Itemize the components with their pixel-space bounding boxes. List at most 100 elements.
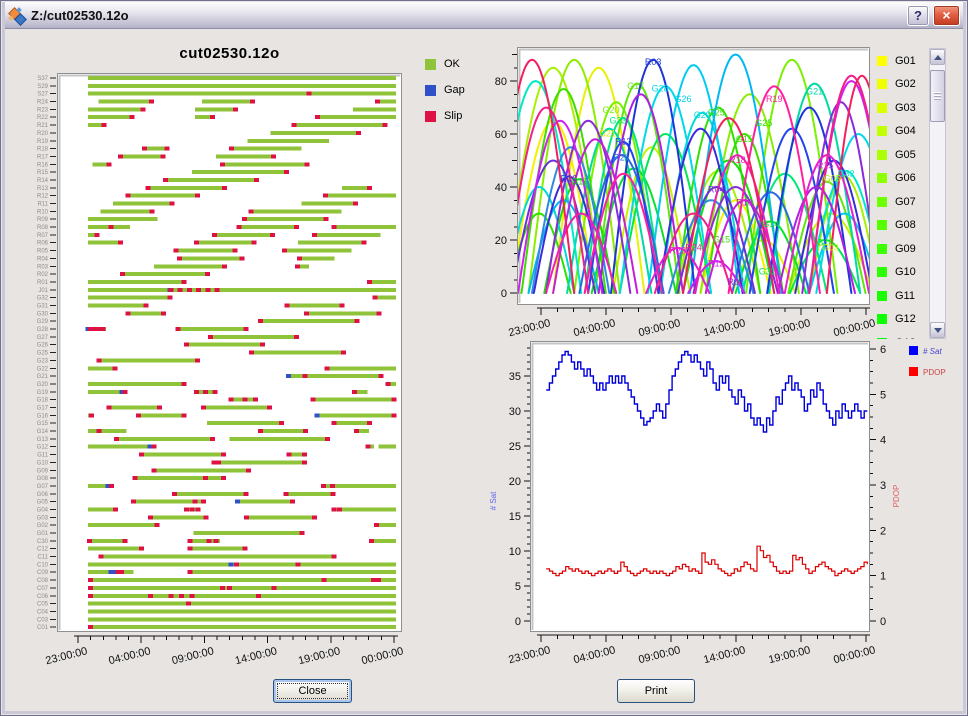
svg-text:G23: G23 — [610, 115, 627, 125]
svg-text:G26: G26 — [674, 94, 691, 104]
help-button[interactable]: ? — [907, 4, 929, 26]
satellite-color-list: G01 G02 G03 G04 G05 G06 G07 G08 G09 G10 G11 G12 G13 — [877, 49, 927, 339]
svg-text:00:00:00: 00:00:00 — [360, 645, 404, 667]
svg-text:G21: G21 — [806, 86, 823, 96]
legend-item-slip: Slip — [425, 103, 465, 129]
svg-text:C11: C11 — [37, 555, 48, 561]
sat-list-item: G06 — [877, 167, 927, 191]
svg-text:G15: G15 — [37, 421, 49, 427]
close-window-button[interactable]: × — [933, 4, 960, 26]
svg-text:G29: G29 — [37, 319, 49, 325]
svg-text:R19: R19 — [37, 139, 49, 145]
sat-list-item: G12 — [877, 308, 927, 332]
svg-text:C08: C08 — [37, 578, 49, 584]
legend-item-gap: Gap — [425, 77, 465, 103]
ok-swatch-icon — [425, 58, 436, 70]
svg-text:R15: R15 — [817, 160, 834, 170]
svg-text:23:00:00: 23:00:00 — [44, 645, 88, 667]
legend-item-ok: OK — [425, 51, 465, 77]
svg-text:G31: G31 — [37, 304, 49, 310]
svg-text:G20: G20 — [37, 382, 49, 388]
svg-text:R18: R18 — [729, 155, 746, 165]
sat-list-item: G13 — [877, 331, 927, 339]
svg-text:R23: R23 — [669, 245, 686, 255]
svg-text:G03: G03 — [37, 515, 49, 521]
svg-text:80: 80 — [495, 76, 507, 88]
print-button[interactable]: Print — [617, 679, 695, 703]
svg-text:10: 10 — [509, 546, 521, 558]
svg-text:00:00:00: 00:00:00 — [832, 644, 876, 666]
svg-text:09:00:00: 09:00:00 — [637, 644, 681, 666]
svg-text:C01: C01 — [37, 625, 49, 631]
svg-text:2: 2 — [880, 525, 886, 537]
svg-text:20: 20 — [509, 476, 521, 488]
svg-text:R13: R13 — [37, 186, 49, 192]
svg-text:1: 1 — [880, 571, 886, 583]
svg-text:R18: R18 — [37, 147, 49, 153]
svg-text:# Sat: # Sat — [923, 347, 942, 356]
svg-text:23:00:00: 23:00:00 — [507, 644, 551, 666]
satellite-list-scrollbar[interactable] — [929, 48, 946, 339]
sat-list-item: G01 — [877, 49, 927, 73]
svg-text:C09: C09 — [37, 570, 49, 576]
scroll-up-button[interactable] — [930, 49, 945, 65]
sat-id-label: G09 — [895, 242, 916, 255]
svg-text:R04: R04 — [708, 184, 725, 194]
svg-text:R03: R03 — [645, 57, 662, 67]
svg-text:15: 15 — [509, 511, 521, 523]
title-bar[interactable]: Z:/cut02530.12o ? × — [2, 2, 966, 29]
sat-color-swatch-icon — [877, 126, 887, 137]
nsat-pdop-chart: 0 5 10 15 20 25 30 35 0 1 2 3 4 5 6 # Sat PDOP # Sat PDOP 2… — [489, 341, 946, 666]
svg-text:G20: G20 — [603, 105, 620, 115]
sat-list-item: G04 — [877, 120, 927, 144]
svg-text:G09: G09 — [37, 468, 49, 474]
svg-text:G29: G29 — [694, 110, 711, 120]
svg-text:G11: G11 — [571, 176, 587, 186]
svg-text:R15: R15 — [37, 170, 49, 176]
sat-id-label: G13 — [895, 337, 916, 339]
svg-text:R01: R01 — [37, 280, 49, 286]
svg-text:14:00:00: 14:00:00 — [234, 645, 278, 667]
scroll-down-button[interactable] — [930, 322, 945, 338]
arrow-down-icon — [933, 327, 942, 333]
svg-text:C07: C07 — [37, 586, 49, 592]
gap-swatch-icon — [425, 84, 436, 96]
svg-text:G04: G04 — [37, 507, 49, 513]
svg-text:G15: G15 — [713, 235, 730, 245]
sat-id-label: G08 — [895, 219, 916, 232]
svg-text:G28: G28 — [652, 84, 669, 94]
svg-text:C04: C04 — [37, 609, 49, 615]
svg-text:G23: G23 — [37, 358, 49, 364]
svg-text:R22: R22 — [37, 115, 49, 121]
sat-color-swatch-icon — [877, 267, 887, 278]
arrow-up-icon — [933, 54, 942, 60]
sat-id-label: G01 — [895, 54, 916, 67]
svg-text:R11: R11 — [37, 202, 48, 208]
svg-text:S29: S29 — [37, 84, 48, 90]
svg-text:R10: R10 — [37, 209, 49, 215]
svg-text:5: 5 — [515, 581, 521, 593]
close-button[interactable]: Close — [273, 679, 352, 703]
svg-text:G25: G25 — [37, 351, 49, 357]
svg-text:R21: R21 — [37, 123, 49, 129]
scrollbar-thumb[interactable] — [930, 70, 945, 122]
sat-list-item: G11 — [877, 284, 927, 308]
svg-text:G18: G18 — [817, 237, 834, 247]
svg-text:R24: R24 — [685, 243, 702, 253]
svg-text:30: 30 — [509, 406, 521, 418]
svg-text:C30: C30 — [37, 539, 49, 545]
svg-text:R23: R23 — [37, 107, 49, 113]
svg-text:J01: J01 — [38, 288, 48, 294]
svg-text:R08: R08 — [37, 225, 49, 231]
svg-text:0: 0 — [501, 288, 507, 300]
svg-text:G25: G25 — [708, 107, 725, 117]
svg-text:R12: R12 — [708, 259, 725, 269]
svg-text:C06: C06 — [37, 594, 49, 600]
window-title: Z:/cut02530.12o — [31, 7, 129, 23]
sat-list-item: G02 — [877, 73, 927, 97]
svg-text:G31: G31 — [759, 266, 776, 276]
svg-text:G18: G18 — [37, 398, 49, 404]
sat-color-swatch-icon — [877, 55, 887, 66]
svg-text:14:00:00: 14:00:00 — [702, 644, 746, 666]
